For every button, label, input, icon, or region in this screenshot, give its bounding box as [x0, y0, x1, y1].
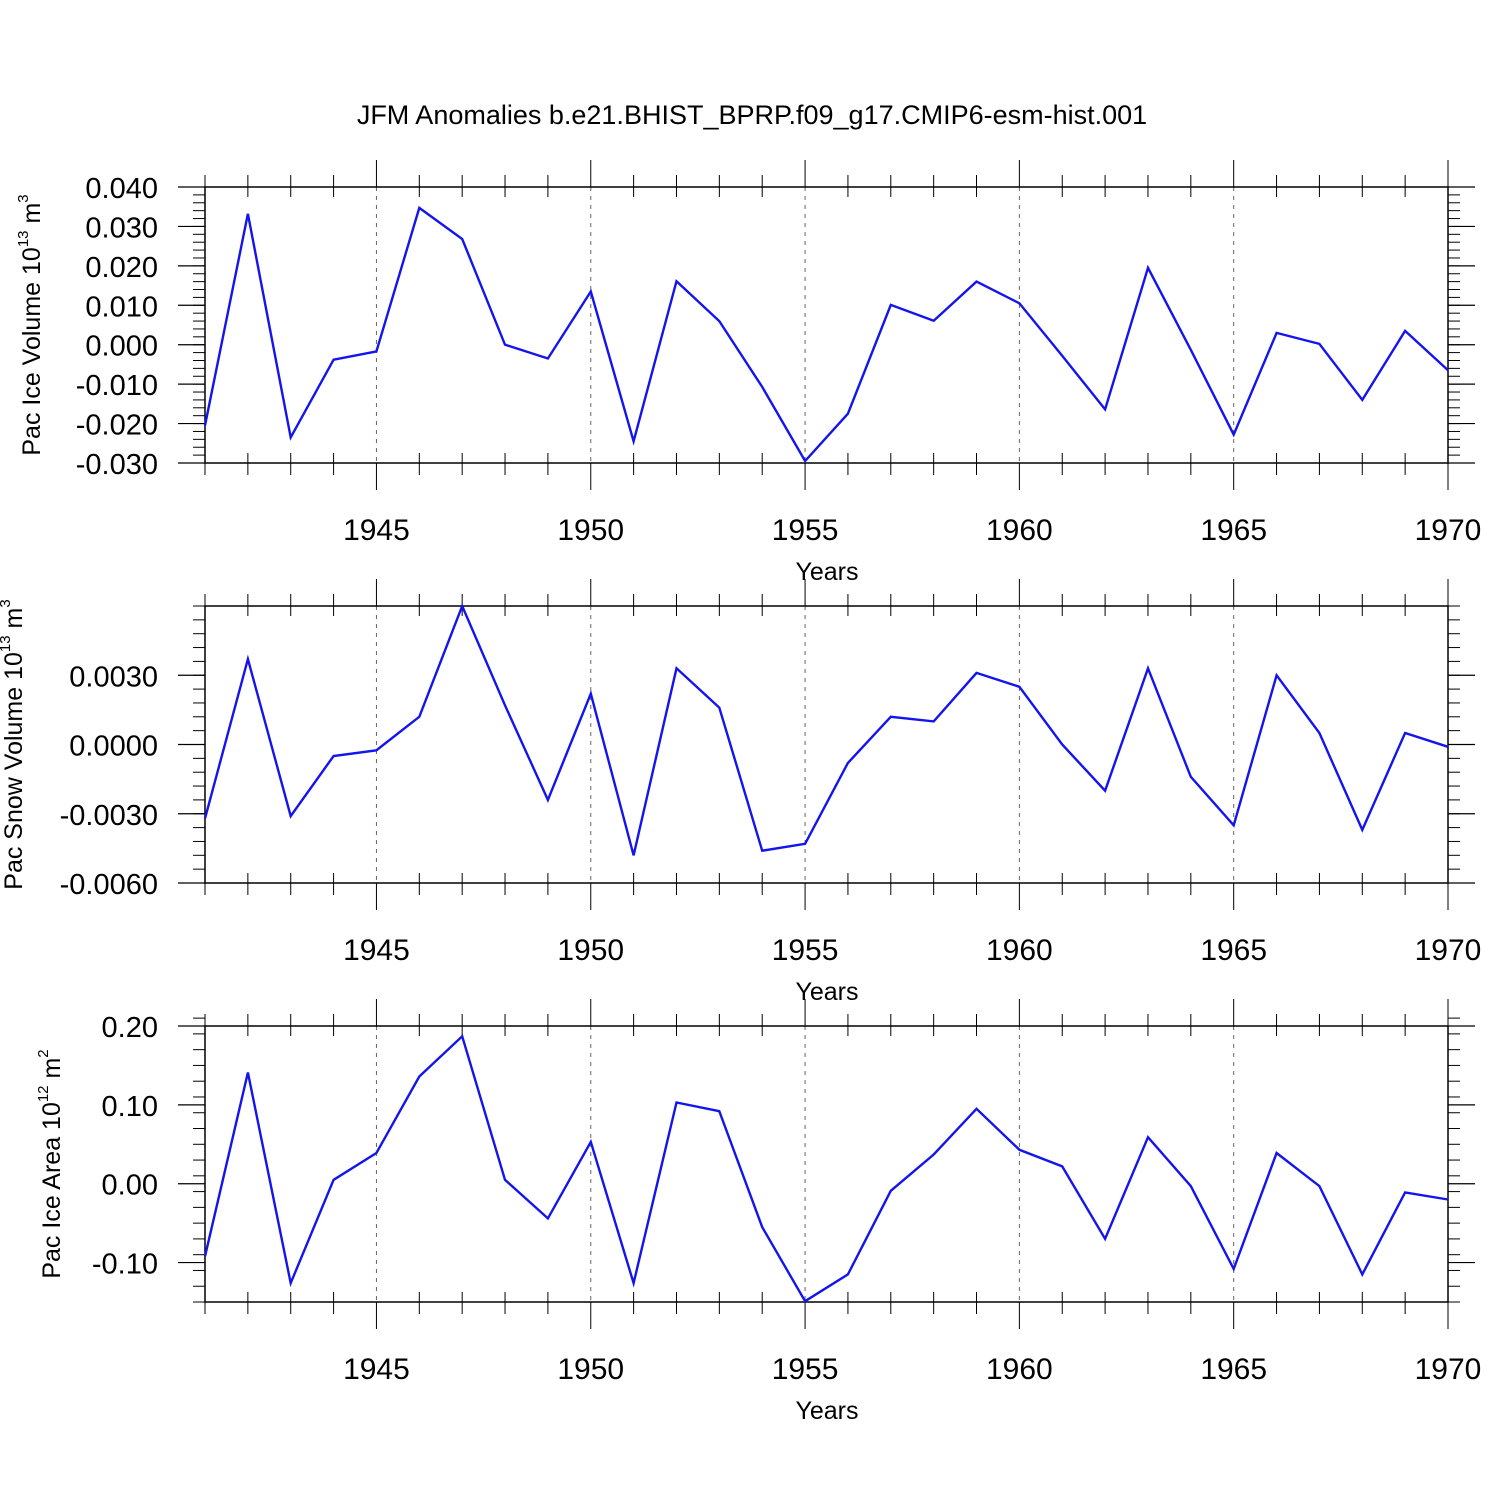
x-tick-label: 1955 [772, 1353, 839, 1386]
y-axis-label-unit: m [0, 608, 28, 636]
plot-frame [204, 605, 1449, 884]
panel-pac-snow-volume: 1945 1950 1955 1960 1965 1970 Years -0.0060 -0.0… [0, 579, 1481, 1006]
y-axis-label-text: Pac Ice Area 10 [38, 1102, 66, 1279]
y-tick-label: 0.010 [85, 291, 158, 323]
y-axis-label-unit: m [38, 1058, 66, 1086]
x-tick-label: 1965 [1200, 934, 1267, 967]
y-tick-label: 0.00 [102, 1170, 158, 1202]
x-tick-label: 1960 [986, 934, 1053, 967]
y-tick-label: -0.020 [76, 410, 158, 442]
y-tick-label: 0.040 [85, 173, 158, 205]
x-tick-label: 1945 [343, 1353, 410, 1386]
x-tick-label: 1950 [557, 1353, 624, 1386]
x-tick-label: 1955 [772, 934, 839, 967]
x-tick-label: 1960 [986, 1353, 1053, 1386]
y-axis-label-exponent: 13 [15, 230, 32, 247]
x-tick-label: 1950 [557, 934, 624, 967]
x-tick-label: 1965 [1200, 514, 1267, 547]
x-tick-label: 1965 [1200, 1353, 1267, 1386]
chart-title: JFM Anomalies b.e21.BHIST_BPRP.f09_g17.C… [357, 100, 1147, 130]
y-tick-label: -0.0060 [60, 869, 158, 901]
y-tick-label: 0.0030 [69, 661, 158, 693]
y-axis-label: Pac Snow Volume 1013 m3 [0, 599, 28, 889]
panel-pac-ice-area: 1945 1950 1955 1960 1965 1970 Years -0.10 0.00 0.… [35, 999, 1481, 1425]
y-axis-label-unit: m [18, 203, 46, 231]
y-tick-label: 0.20 [102, 1012, 158, 1044]
y-axis-label-text: Pac Ice Volume 10 [18, 247, 46, 455]
x-tick-label: 1970 [1415, 514, 1482, 547]
y-tick-label: -0.0030 [60, 800, 158, 832]
x-axis-label: Years [795, 978, 858, 1006]
y-axis-label-unit-exponent: 3 [15, 194, 32, 202]
x-tick-label: 1950 [557, 514, 624, 547]
y-axis-label-unit-exponent: 3 [0, 599, 14, 607]
series-line [203, 1034, 1449, 1303]
y-tick-label: 0.020 [85, 252, 158, 284]
series-line [203, 205, 1449, 464]
y-tick-label: -0.010 [76, 370, 158, 402]
series-line [203, 602, 1449, 856]
y-tick-label: -0.10 [92, 1249, 158, 1281]
y-tick-label: 0.0000 [69, 731, 158, 763]
y-axis-label-exponent: 13 [0, 635, 14, 652]
y-tick-label: 0.030 [85, 212, 158, 244]
x-tick-label: 1955 [772, 514, 839, 547]
y-axis-label-unit-exponent: 2 [35, 1049, 52, 1057]
y-tick-label: 0.000 [85, 331, 158, 363]
x-tick-label: 1945 [343, 514, 410, 547]
x-tick-label: 1970 [1415, 1353, 1482, 1386]
plot-frame [204, 1025, 1449, 1303]
panel-pac-ice-volume: 1945 1950 1955 1960 1965 1970 Years -0.030 -0.02… [15, 160, 1481, 586]
y-axis-label: Pac Ice Area 1012 m2 [35, 1049, 66, 1278]
y-axis-label: Pac Ice Volume 1013 m3 [15, 194, 46, 455]
plot-frame [204, 186, 1449, 464]
x-axis-label: Years [795, 1397, 858, 1425]
x-axis-label: Years [795, 558, 858, 586]
y-tick-label: 0.10 [102, 1091, 158, 1123]
y-axis-label-exponent: 12 [35, 1085, 52, 1102]
x-tick-label: 1945 [343, 934, 410, 967]
x-tick-label: 1970 [1415, 934, 1482, 967]
x-tick-label: 1960 [986, 514, 1053, 547]
y-tick-label: -0.030 [76, 449, 158, 481]
y-axis-label-text: Pac Snow Volume 10 [0, 652, 28, 890]
